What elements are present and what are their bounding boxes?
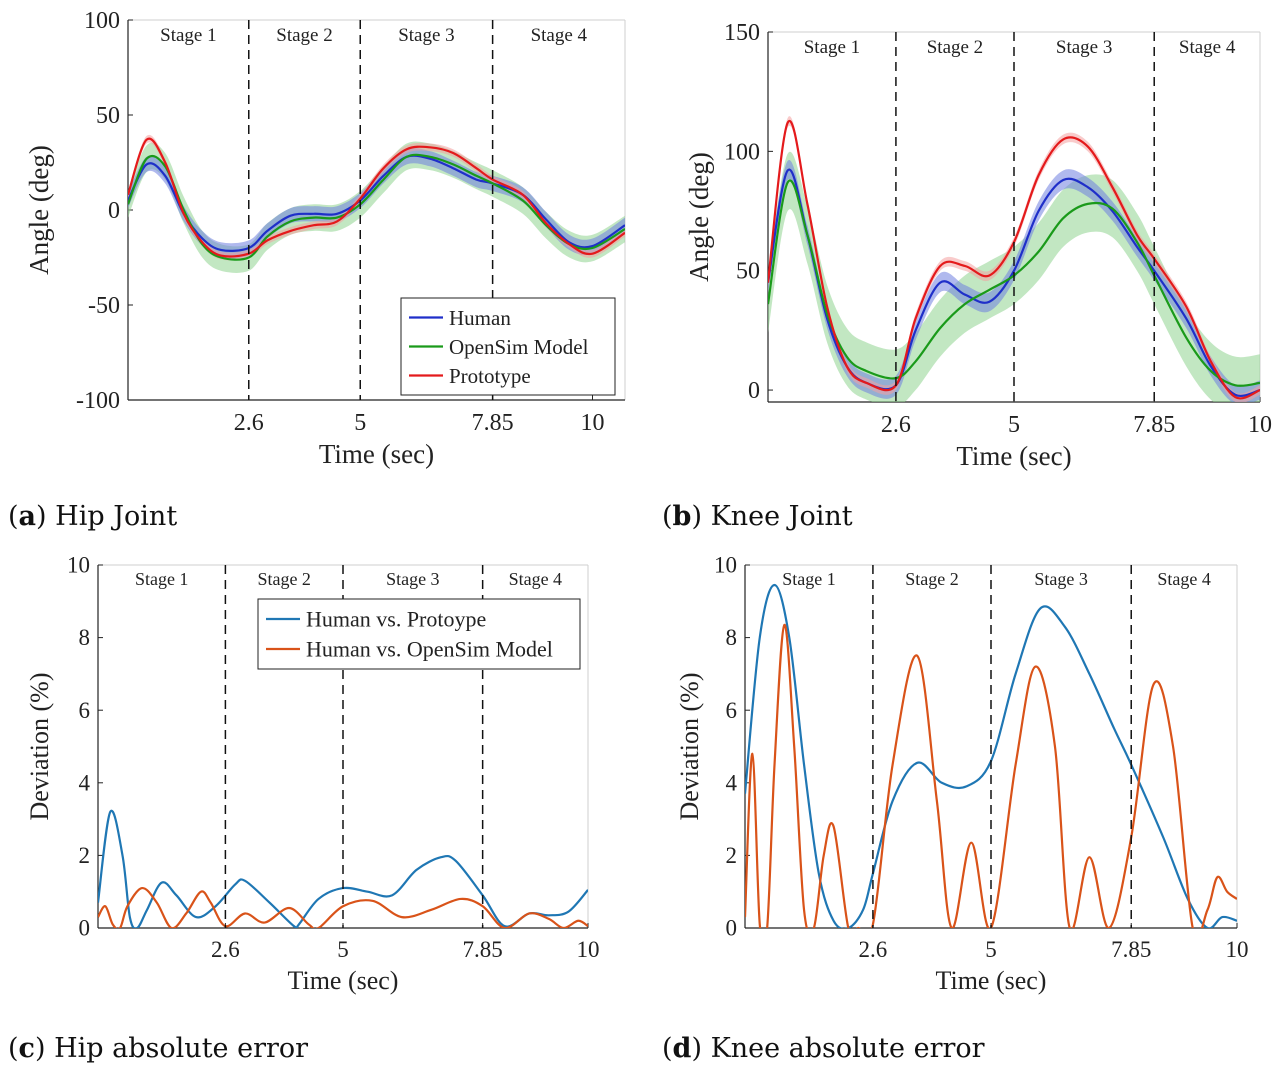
- legend-entry: Human vs. Protoype: [306, 607, 486, 632]
- y-axis-label: Deviation (%): [675, 672, 704, 820]
- y-tick-label: 4: [726, 770, 738, 795]
- chart-b: 0 50 100 150 2.6 5 7.85 10 Time (sec) Angle (deg)…: [684, 20, 1272, 471]
- plot-area: [128, 134, 625, 273]
- chart-d: 0 2 4 6 8 10 2.6 5 7.85 10 Time (sec) Deviation (%)…: [675, 553, 1249, 995]
- stage-label: Stage 2: [257, 569, 311, 589]
- x-tick-label: 10: [1248, 412, 1272, 438]
- caption-b: (b) Knee Joint: [662, 501, 853, 532]
- y-tick-label: 8: [726, 625, 738, 650]
- y-axis-label: Angle (deg): [684, 152, 714, 282]
- legend-entry: Human: [449, 306, 511, 330]
- stage-label: Stage 4: [531, 25, 588, 46]
- series-human-vs-protoype: [98, 809, 588, 928]
- y-tick-label: -100: [76, 388, 120, 414]
- stage-label: Stage 4: [1179, 37, 1236, 58]
- stage-label: Stage 2: [905, 569, 959, 589]
- y-tick-label: 100: [84, 8, 120, 34]
- x-axis-label: Time (sec): [319, 439, 434, 469]
- caption-d: (d) Knee absolute error: [662, 1033, 985, 1064]
- stage-label: Stage 1: [135, 569, 189, 589]
- y-tick-label: 0: [79, 916, 91, 941]
- series-opensim-model: [768, 179, 1260, 387]
- y-tick-label: 150: [724, 20, 760, 46]
- y-tick-label: 2: [726, 843, 738, 868]
- x-tick-label: 7.85: [1111, 937, 1151, 962]
- y-tick-label: 10: [714, 553, 737, 578]
- x-tick-label: 7.85: [463, 937, 503, 962]
- x-tick-label: 10: [1226, 937, 1249, 962]
- stage-label: Stage 1: [804, 37, 860, 58]
- x-tick-label: 5: [354, 410, 366, 436]
- stage-label: Stage 3: [386, 569, 440, 589]
- legend: Human vs. Protoype Human vs. OpenSim Mode…: [257, 598, 581, 670]
- plot-area: [745, 583, 1237, 928]
- x-axis-label: Time (sec): [956, 441, 1071, 471]
- chart-a: -100 -50 0 50 100 2.6 5 7.85 10 Time (sec) Angle (…: [24, 8, 626, 469]
- legend: Human OpenSim Model Prototype: [400, 297, 616, 396]
- y-tick-label: 0: [108, 198, 120, 224]
- x-tick-label: 5: [985, 937, 997, 962]
- caption-c: (c) Hip absolute error: [8, 1033, 309, 1064]
- stage-label: Stage 4: [509, 569, 563, 589]
- y-tick-label: 6: [79, 698, 91, 723]
- y-axis-label: Deviation (%): [25, 672, 54, 820]
- x-tick-label: 2.6: [881, 412, 911, 438]
- y-axis-label: Angle (deg): [24, 145, 54, 275]
- stage-label: Stage 3: [398, 25, 454, 46]
- series-prototype: [768, 119, 1260, 400]
- stage-label: Stage 3: [1034, 569, 1088, 589]
- series-human: [768, 168, 1260, 397]
- x-tick-label: 7.85: [1133, 412, 1175, 438]
- legend-box: [257, 598, 581, 670]
- x-tick-label: 2.6: [234, 410, 264, 436]
- plot-area: [98, 809, 588, 928]
- x-tick-label: 7.85: [472, 410, 514, 436]
- x-tick-label: 10: [577, 937, 600, 962]
- legend-entry: Human vs. OpenSim Model: [306, 637, 553, 662]
- y-tick-label: 0: [748, 378, 760, 404]
- band-opensim-model: [128, 141, 625, 273]
- y-tick-label: 50: [96, 103, 120, 129]
- y-tick-label: 2: [79, 843, 91, 868]
- x-tick-label: 2.6: [211, 937, 240, 962]
- series-prototype: [128, 137, 625, 258]
- chart-c: 0 2 4 6 8 10 2.6 5 7.85 10 Time (sec) Deviation (%)…: [25, 553, 600, 995]
- stage-label: Stage 2: [276, 25, 332, 46]
- y-tick-label: 0: [726, 916, 738, 941]
- x-tick-label: 2.6: [859, 937, 888, 962]
- x-tick-label: 5: [1008, 412, 1020, 438]
- stage-label: Stage 1: [782, 569, 836, 589]
- legend-entry: Prototype: [449, 364, 531, 388]
- legend-entry: OpenSim Model: [449, 335, 589, 359]
- stage-label: Stage 1: [160, 25, 216, 46]
- y-tick-label: 10: [67, 553, 90, 578]
- series-human-vs-opensim-model: [98, 886, 588, 928]
- x-tick-label: 5: [337, 937, 349, 962]
- stage-label: Stage 2: [927, 37, 983, 58]
- x-axis-label: Time (sec): [288, 966, 399, 995]
- y-tick-label: 50: [736, 259, 760, 285]
- band-opensim-model: [768, 151, 1260, 402]
- series-human-vs-protoype: [745, 583, 1237, 928]
- series-human-vs-opensim-model: [745, 623, 1237, 928]
- y-tick-label: 6: [726, 698, 738, 723]
- y-tick-label: 4: [79, 770, 91, 795]
- stage-label: Stage 4: [1157, 569, 1211, 589]
- caption-a: (a) Hip Joint: [8, 501, 178, 532]
- y-tick-label: -50: [88, 293, 120, 319]
- stage-label: Stage 3: [1056, 37, 1112, 58]
- x-axis-label: Time (sec): [936, 966, 1047, 995]
- y-tick-label: 100: [724, 139, 760, 165]
- x-tick-label: 10: [580, 410, 604, 436]
- y-tick-label: 8: [79, 625, 91, 650]
